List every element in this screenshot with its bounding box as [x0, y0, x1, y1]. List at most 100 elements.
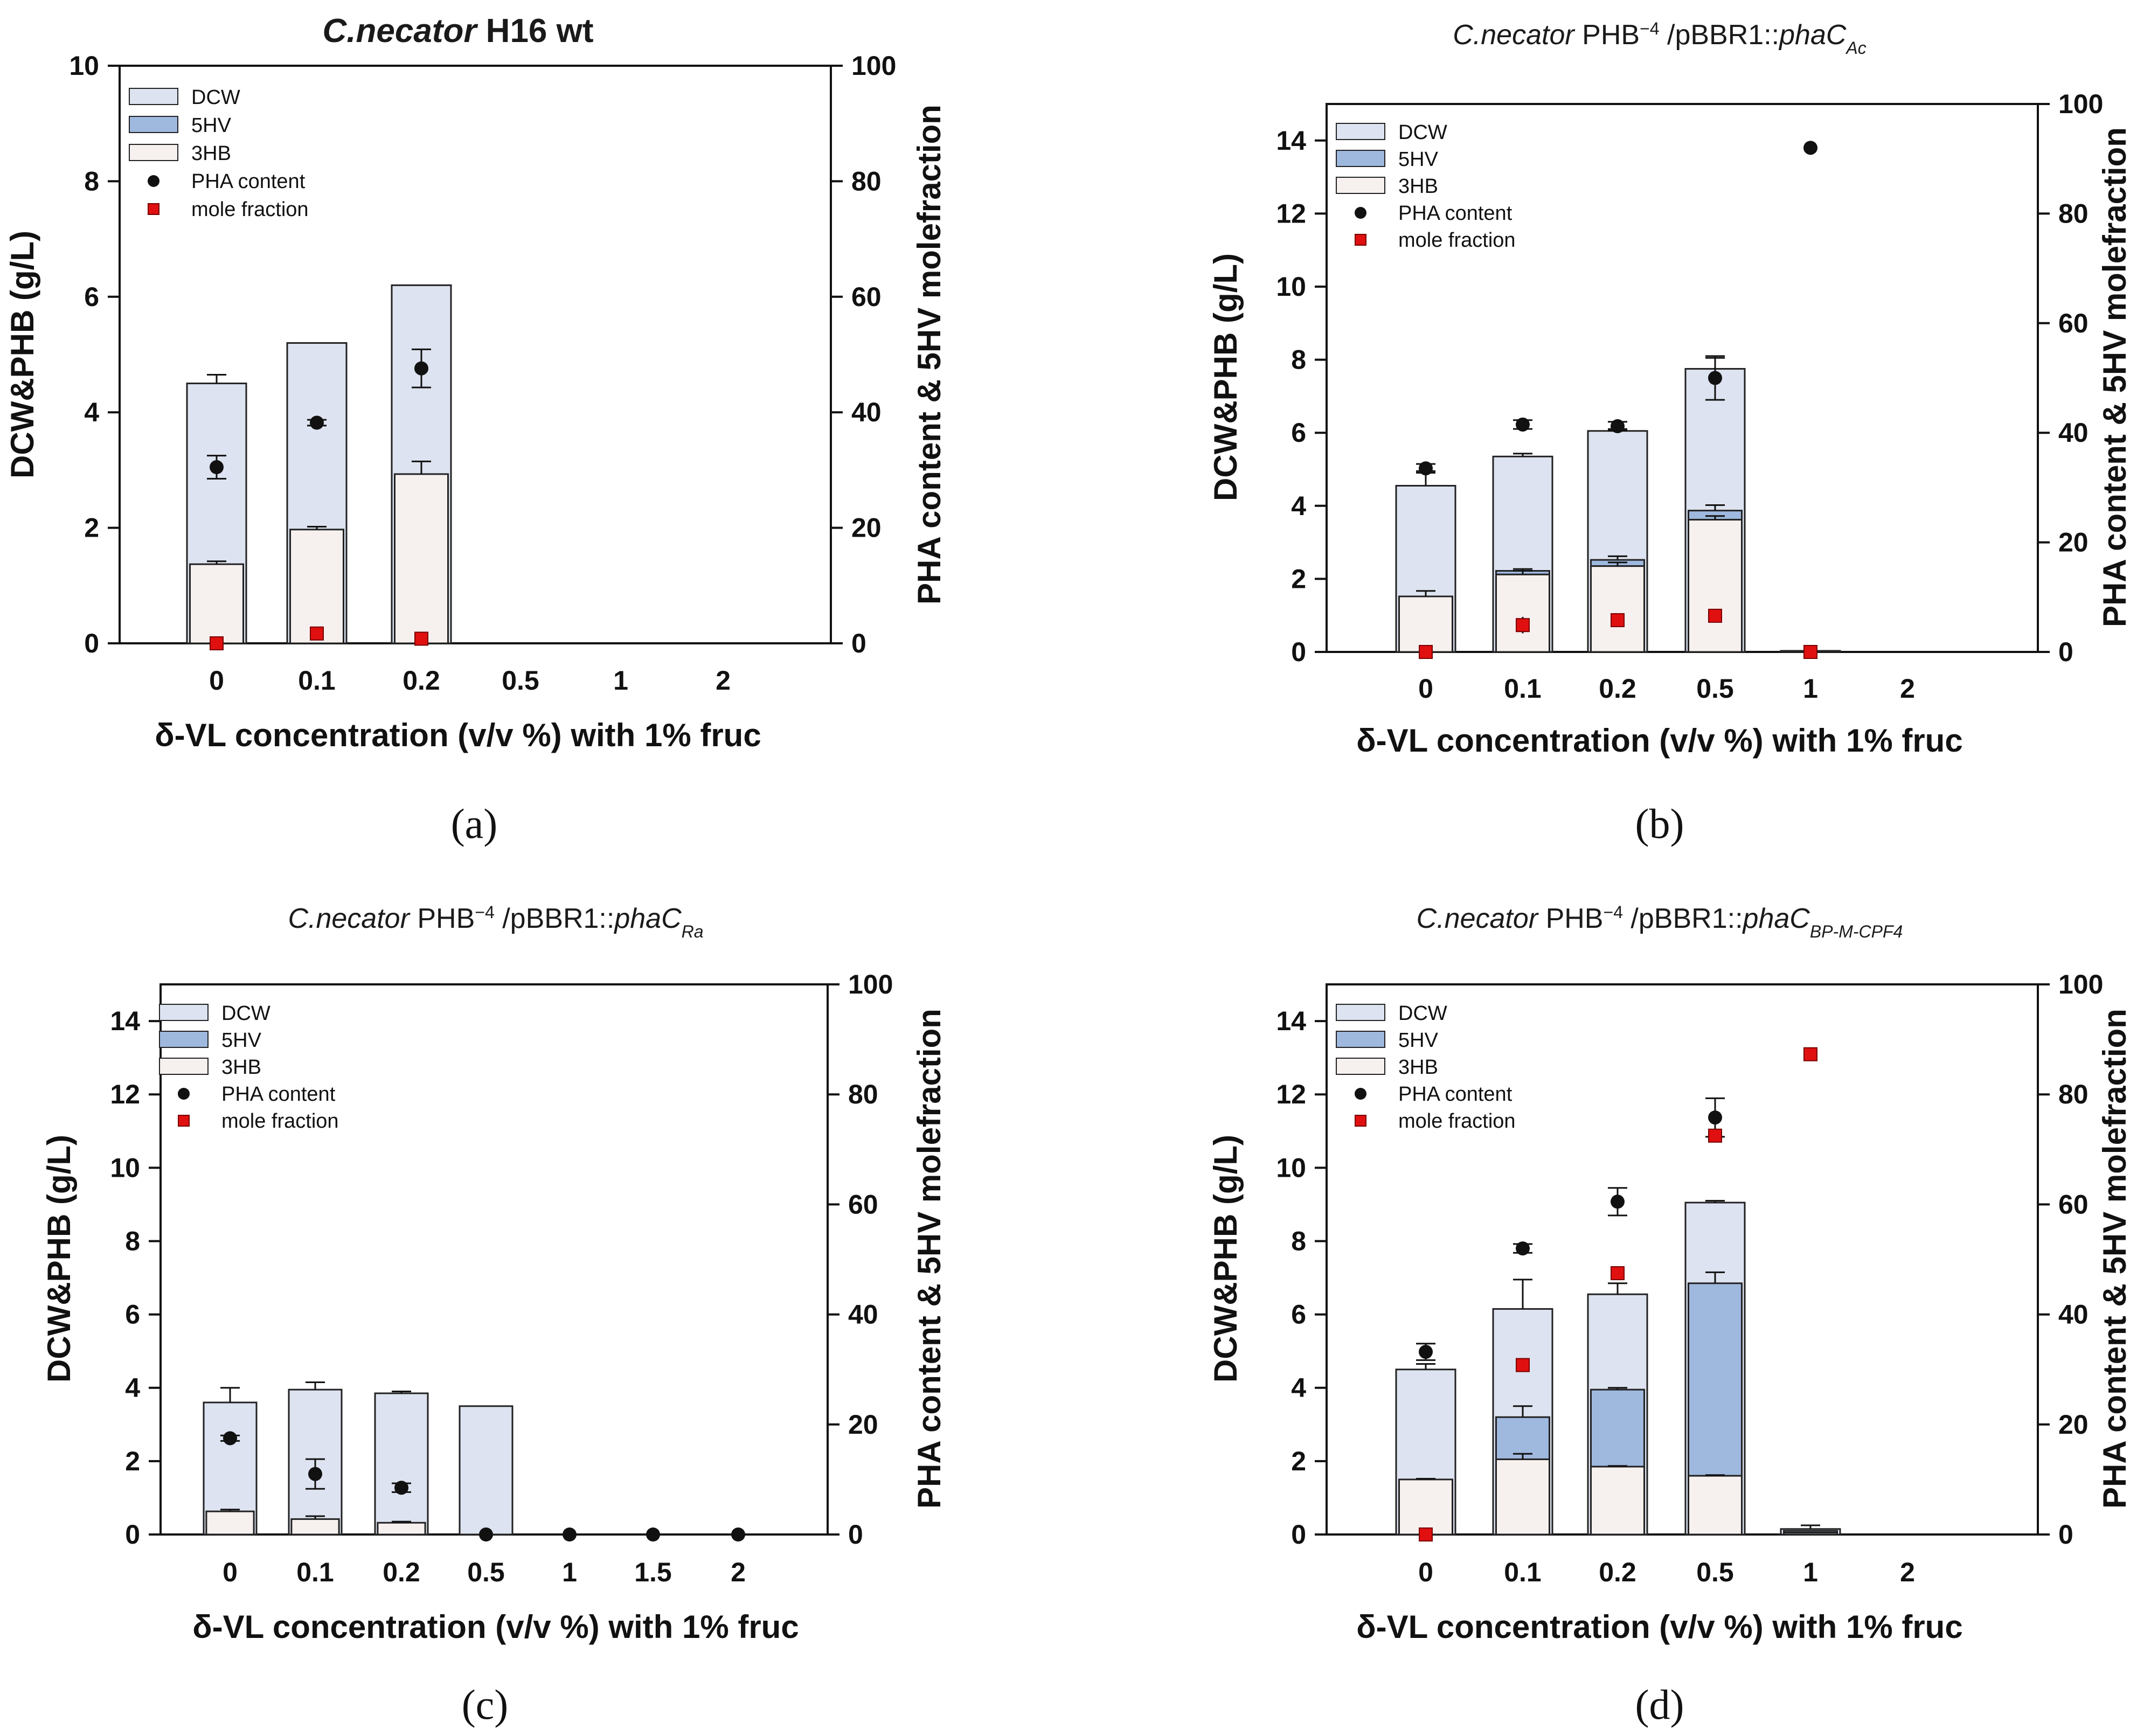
title-segment: /pBBR1:: — [495, 903, 615, 934]
y-tick-label: 10 — [1276, 272, 1306, 302]
point-mole-fraction — [1611, 613, 1625, 628]
legend-swatch-hb — [1336, 177, 1385, 194]
bar-dcw — [459, 1405, 514, 1536]
point-pha-content — [1516, 417, 1530, 432]
legend-swatch-hv — [1336, 150, 1385, 167]
bar-5hv — [1688, 1282, 1743, 1477]
legend-marker-mole — [148, 203, 159, 215]
title-segment: −4 — [475, 902, 494, 922]
x-tick-label: 1 — [1803, 1557, 1818, 1587]
y-tick-label: 0 — [84, 628, 99, 658]
panel-label: (d) — [1635, 1681, 1684, 1728]
plot-frame — [119, 65, 832, 644]
bar-3hb — [1398, 595, 1453, 653]
point-mole-fraction — [210, 636, 224, 650]
y2-axis-label: PHA content & 5HV molefraction — [911, 105, 947, 605]
x-tick-label: 0.2 — [403, 665, 440, 696]
title-segment: /pBBR1:: — [1660, 19, 1780, 51]
legend-label-pha: PHA content — [221, 1083, 336, 1106]
y2-axis-label: PHA content & 5HV molefraction — [2097, 127, 2130, 627]
y2-tick-label: 0 — [848, 1519, 863, 1550]
y-tick-label: 4 — [84, 397, 99, 427]
y2-tick-label: 60 — [2058, 1189, 2089, 1219]
chart-title: C.necator H16 wt — [322, 12, 593, 50]
title-segment: C.necator — [322, 12, 478, 50]
y-tick-label: 10 — [1276, 1152, 1306, 1183]
point-pha-content — [1708, 1110, 1722, 1125]
bar-3hb — [1590, 1466, 1645, 1536]
legend-marker-mole — [1355, 1115, 1366, 1127]
y-tick-label: 2 — [125, 1446, 140, 1476]
legend-swatch-hv — [1336, 1031, 1385, 1048]
x-tick-label: 2 — [731, 1557, 746, 1587]
y2-tick-label: 20 — [2058, 1409, 2089, 1440]
x-axis-label: δ-VL concentration (v/v %) with 1% fruc — [192, 1609, 799, 1645]
legend-marker-mole — [1355, 234, 1366, 246]
title-segment: −4 — [1640, 19, 1659, 38]
legend: DCW 5HV 3HB PHA content mole fraction — [1336, 121, 1516, 252]
bar-3hb — [377, 1522, 426, 1536]
legend-label-dcw: DCW — [1398, 121, 1447, 144]
legend-label-mole: mole fraction — [1398, 1110, 1516, 1133]
title-segment: Ra — [682, 922, 704, 941]
x-tick-label: 0.5 — [467, 1557, 505, 1587]
point-mole-fraction — [1803, 645, 1817, 659]
legend-label-dcw: DCW — [221, 1002, 270, 1025]
legend-label-hv: 5HV — [221, 1029, 262, 1052]
point-pha-content — [731, 1527, 745, 1541]
x-tick-label: 0.1 — [1504, 673, 1542, 704]
x-axis-label: δ-VL concentration (v/v %) with 1% fruc — [1356, 723, 1962, 759]
title-segment: BP-M-CPF4 — [1810, 922, 1903, 941]
y2-tick-label: 80 — [2058, 1079, 2089, 1109]
y2-axis-label: PHA content & 5HV molefraction — [2097, 1009, 2130, 1509]
point-pha-content — [1419, 1345, 1433, 1359]
y2-tick-label: 40 — [2058, 1300, 2089, 1330]
y-tick-label: 2 — [1291, 564, 1306, 594]
x-tick-label: 2 — [1900, 673, 1915, 704]
x-tick-label: 2 — [716, 665, 731, 696]
point-mole-fraction — [1419, 1527, 1433, 1541]
bar-3hb — [1783, 1532, 1838, 1536]
y2-tick-label: 60 — [851, 282, 882, 312]
bar-3hb — [1495, 1458, 1550, 1536]
x-tick-label: 0.2 — [1599, 673, 1636, 704]
panel-label: (c) — [462, 1681, 509, 1728]
title-segment: phaC — [613, 903, 682, 934]
point-pha-content — [310, 415, 324, 430]
title-segment: C.necator — [1453, 19, 1576, 51]
legend-label-mole: mole fraction — [191, 198, 309, 221]
legend-label-hb: 3HB — [1398, 175, 1438, 198]
y-tick-label: 8 — [1291, 345, 1306, 375]
legend-swatch-dcw — [1336, 1004, 1385, 1021]
title-segment: PHB — [1574, 19, 1640, 51]
legend-swatch-hv — [159, 1031, 209, 1048]
bar-5hv — [1495, 1416, 1550, 1460]
title-segment: −4 — [1604, 902, 1623, 922]
title-segment: /pBBR1:: — [1623, 903, 1743, 934]
y2-tick-label: 60 — [848, 1189, 878, 1219]
y-tick-label: 4 — [1291, 491, 1306, 521]
y-tick-label: 6 — [125, 1300, 140, 1330]
legend-label-pha: PHA content — [191, 170, 306, 193]
legend-marker-pha — [1355, 207, 1366, 219]
y2-tick-label: 20 — [2058, 527, 2089, 558]
point-mole-fraction — [1516, 1358, 1530, 1372]
legend-label-dcw: DCW — [1398, 1002, 1447, 1025]
legend-swatch-hb — [1336, 1058, 1385, 1075]
legend-label-dcw: DCW — [191, 86, 240, 109]
title-segment: H16 wt — [476, 12, 593, 50]
y2-tick-label: 20 — [848, 1409, 878, 1440]
bar-3hb — [1495, 573, 1550, 653]
bar-3hb — [189, 563, 244, 644]
bar-3hb — [290, 1518, 340, 1536]
panel-label: (a) — [451, 800, 498, 847]
bar-3hb — [289, 529, 344, 644]
plot-frame — [1326, 983, 2039, 1536]
bar-3hb — [1398, 1478, 1453, 1536]
y-tick-label: 0 — [125, 1519, 140, 1550]
y-axis-label: DCW&PHB (g/L) — [1208, 253, 1244, 501]
legend-swatch-hb — [129, 144, 178, 161]
x-tick-label: 0 — [223, 1557, 238, 1587]
